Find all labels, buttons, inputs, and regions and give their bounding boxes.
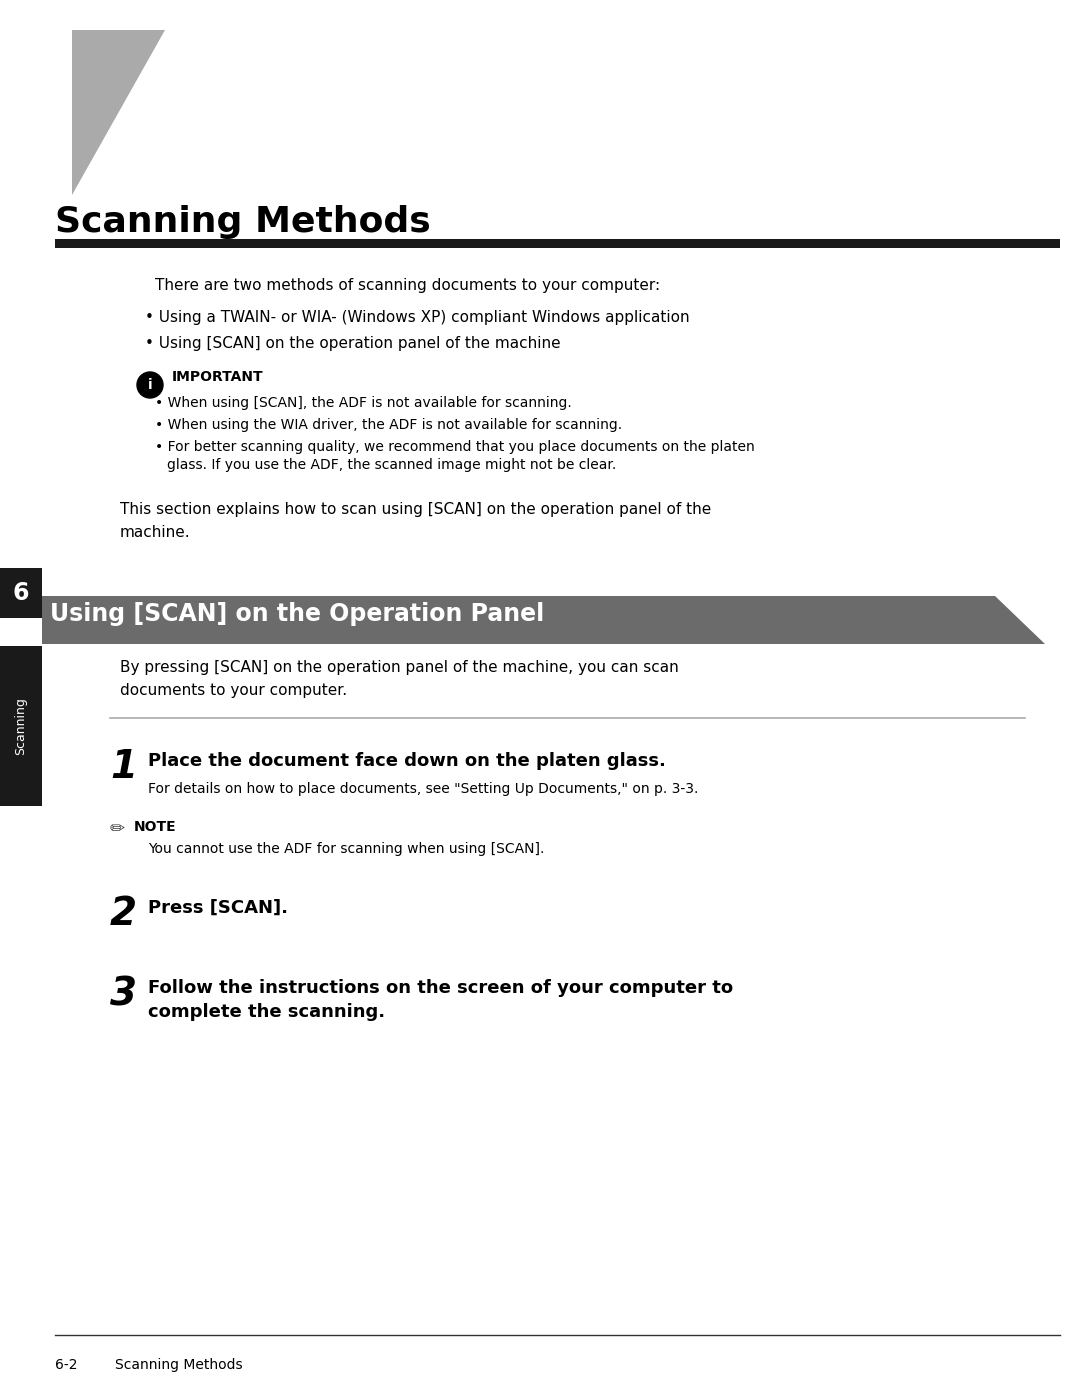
Circle shape xyxy=(137,372,163,398)
Text: glass. If you use the ADF, the scanned image might not be clear.: glass. If you use the ADF, the scanned i… xyxy=(167,458,617,472)
Text: 2: 2 xyxy=(110,895,137,933)
Text: Scanning Methods: Scanning Methods xyxy=(55,205,431,239)
Text: ✏: ✏ xyxy=(110,820,125,838)
Text: Place the document face down on the platen glass.: Place the document face down on the plat… xyxy=(148,752,666,770)
Text: Scanning: Scanning xyxy=(14,697,27,755)
Text: 1: 1 xyxy=(110,748,137,786)
Text: • When using [SCAN], the ADF is not available for scanning.: • When using [SCAN], the ADF is not avai… xyxy=(156,396,571,409)
Polygon shape xyxy=(995,595,1045,644)
Bar xyxy=(55,239,1059,248)
Text: Follow the instructions on the screen of your computer to: Follow the instructions on the screen of… xyxy=(148,979,733,997)
Text: • For better scanning quality, we recommend that you place documents on the plat: • For better scanning quality, we recomm… xyxy=(156,440,755,454)
Text: You cannot use the ADF for scanning when using [SCAN].: You cannot use the ADF for scanning when… xyxy=(148,843,544,856)
Text: i: i xyxy=(148,378,152,391)
Text: complete the scanning.: complete the scanning. xyxy=(148,1004,386,1022)
Text: For details on how to place documents, see "Setting Up Documents," on p. 3-3.: For details on how to place documents, s… xyxy=(148,781,699,795)
Text: By pressing [SCAN] on the operation panel of the machine, you can scan: By pressing [SCAN] on the operation pane… xyxy=(120,661,678,675)
Text: Press [SCAN].: Press [SCAN]. xyxy=(148,899,288,917)
Text: 6-2: 6-2 xyxy=(55,1357,78,1371)
Text: Scanning Methods: Scanning Methods xyxy=(114,1357,243,1371)
Bar xyxy=(0,645,42,806)
Bar xyxy=(0,568,42,618)
Text: 3: 3 xyxy=(110,974,137,1013)
Text: machine.: machine. xyxy=(120,525,191,540)
Text: • Using [SCAN] on the operation panel of the machine: • Using [SCAN] on the operation panel of… xyxy=(145,336,561,351)
Text: 6: 6 xyxy=(13,582,29,605)
Text: • When using the WIA driver, the ADF is not available for scanning.: • When using the WIA driver, the ADF is … xyxy=(156,418,622,432)
Bar xyxy=(42,595,995,644)
Text: NOTE: NOTE xyxy=(134,820,177,834)
Text: This section explains how to scan using [SCAN] on the operation panel of the: This section explains how to scan using … xyxy=(120,502,712,516)
Text: • Using a TWAIN- or WIA- (Windows XP) compliant Windows application: • Using a TWAIN- or WIA- (Windows XP) co… xyxy=(145,310,690,325)
Text: documents to your computer.: documents to your computer. xyxy=(120,683,347,698)
Text: IMPORTANT: IMPORTANT xyxy=(172,371,264,384)
Polygon shape xyxy=(72,31,165,194)
Text: There are two methods of scanning documents to your computer:: There are two methods of scanning docume… xyxy=(156,278,660,293)
Text: Using [SCAN] on the Operation Panel: Using [SCAN] on the Operation Panel xyxy=(50,602,544,626)
